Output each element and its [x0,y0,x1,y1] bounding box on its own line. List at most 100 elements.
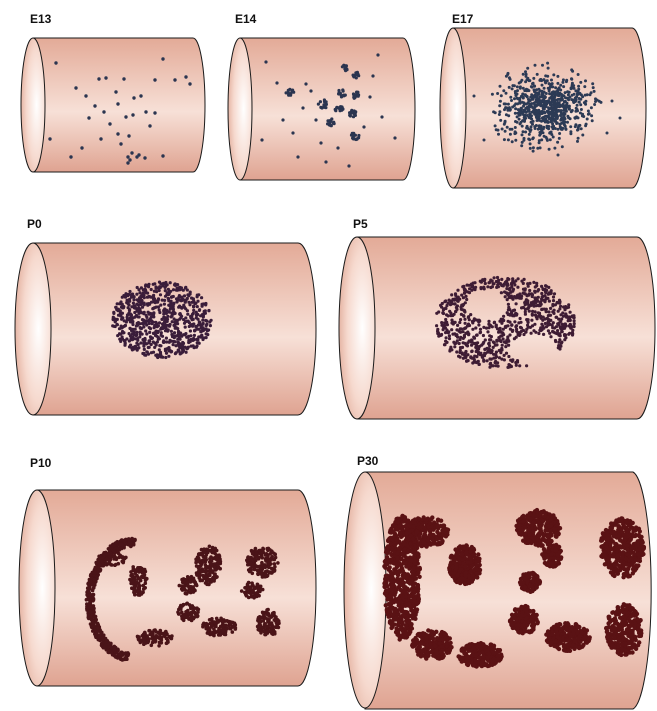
cell-dot [500,343,504,347]
cell-dot [106,552,110,556]
cell-dot [463,288,467,293]
cell-dot [572,86,576,90]
cell-dot [563,91,567,95]
cell-dot [389,571,394,576]
cell-dot [143,338,147,342]
cell-dot [357,136,361,140]
cell-dot [164,636,169,641]
cell-dot [449,314,453,318]
cell-dot [176,331,180,335]
cell-dot [570,314,575,318]
cell-dot [142,347,146,351]
cell-dot [145,315,149,319]
cell-dot [531,146,535,150]
cell-dot [548,131,552,135]
cell-dot [143,288,148,292]
cell-dot [520,294,524,298]
cell-dot [485,359,489,363]
cell-dot [550,78,553,82]
cell-dot [394,539,399,544]
cell-dot [131,301,135,305]
cell-dot [542,110,546,114]
cell-dot [219,616,223,621]
cell-dot [457,341,461,346]
cell-dot [495,343,499,347]
cell-dot [563,322,567,326]
cell-dot [537,331,541,336]
cell-dot [505,125,509,129]
cell-dot [141,575,145,580]
cell-dot [122,539,127,543]
cell-dot [152,312,156,316]
cell-dot [551,100,555,104]
cell-dot [139,94,143,98]
cell-dot [204,323,208,328]
cell-dot [592,89,596,93]
cell-dot [461,296,465,300]
cell-dot [397,524,402,529]
cell-dot [583,85,587,89]
cell-dot [135,302,139,306]
cell-dot [166,314,170,318]
cell-dot [149,351,153,355]
cell-dot [527,132,531,136]
cell-dot [165,319,169,323]
cell-dot [213,547,218,551]
cell-dot [462,335,466,339]
cell-dot [535,88,539,92]
cell-dot [517,321,521,325]
cell-dot [127,299,131,303]
cell-dot [441,523,446,528]
cell-dot [391,560,396,566]
cell-dot [494,325,498,329]
cell-dot [255,593,259,597]
cell-dot [567,116,571,120]
cell-dot [530,94,534,98]
cell-dot [214,624,218,629]
cell-dot [159,331,163,335]
cell-dot [477,362,481,366]
cell-dot [548,138,552,142]
cell-dot [267,565,271,570]
cell-dot [404,535,410,540]
cell-dot [202,309,206,313]
cell-dot [147,302,151,306]
cell-dot [158,635,163,639]
cell-dot [74,86,78,90]
cell-dot [536,311,540,315]
cell-dot [466,315,470,319]
cylinder-opening-p30 [343,471,387,709]
cell-dot [497,132,500,136]
cell-dot [260,560,264,565]
cell-dot [160,334,165,338]
cell-dot [533,289,537,293]
cell-dot [559,88,563,92]
cell-dot [569,125,573,129]
cell-dot [583,93,587,97]
cell-dot [148,339,152,343]
cell-dot [200,296,204,300]
cell-dot [184,316,188,320]
cell-dot [116,307,120,311]
cell-dot [563,305,568,309]
cell-dot [585,117,589,121]
cell-dot [139,286,143,290]
cell-dot [518,101,522,105]
cell-dot [119,324,123,328]
cell-dot [561,311,565,315]
cell-dot [191,616,196,621]
cell-dot [551,114,555,118]
cell-dot [511,277,515,281]
cell-dot [164,326,168,330]
cell-dot [181,346,185,350]
cell-dot [131,320,135,324]
cell-dot [570,109,574,112]
cell-dot [551,299,556,303]
cell-dot [558,307,562,311]
cell-dot [496,285,500,289]
cell-dot [264,60,268,64]
cell-dot [261,546,265,551]
cell-dot [188,303,192,307]
cell-dot [341,94,345,98]
cell-dot [116,313,121,317]
